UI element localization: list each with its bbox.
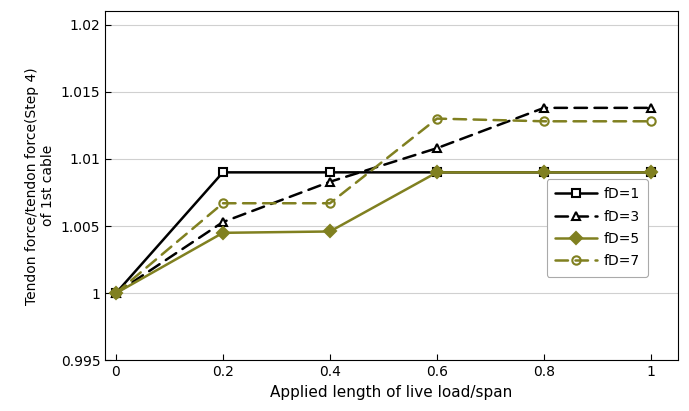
- Y-axis label: Tendon force/tendon force(Step 4)
of 1st cable: Tendon force/tendon force(Step 4) of 1st…: [25, 67, 55, 305]
- fD=5: [326, 229, 334, 234]
- fD=3: [112, 291, 120, 296]
- fD=3: [540, 105, 548, 110]
- fD=1: [433, 170, 441, 175]
- Line: fD=3: fD=3: [112, 104, 655, 298]
- X-axis label: Applied length of live load/span: Applied length of live load/span: [270, 385, 513, 400]
- fD=1: [326, 170, 334, 175]
- fD=7: [433, 116, 441, 121]
- fD=3: [433, 146, 441, 151]
- fD=3: [326, 179, 334, 184]
- fD=3: [219, 219, 227, 224]
- fD=7: [326, 201, 334, 206]
- fD=1: [540, 170, 548, 175]
- fD=5: [219, 230, 227, 235]
- fD=5: [433, 170, 441, 175]
- Line: fD=1: fD=1: [112, 168, 655, 298]
- fD=5: [540, 170, 548, 175]
- fD=5: [647, 170, 655, 175]
- fD=7: [540, 119, 548, 124]
- fD=1: [112, 291, 120, 296]
- Legend: fD=1, fD=3, fD=5, fD=7: fD=1, fD=3, fD=5, fD=7: [546, 179, 648, 277]
- fD=1: [647, 170, 655, 175]
- Line: fD=5: fD=5: [112, 168, 655, 298]
- fD=5: [112, 291, 120, 296]
- Line: fD=7: fD=7: [112, 114, 655, 298]
- fD=3: [647, 105, 655, 110]
- fD=7: [647, 119, 655, 124]
- fD=1: [219, 170, 227, 175]
- fD=7: [112, 291, 120, 296]
- fD=7: [219, 201, 227, 206]
